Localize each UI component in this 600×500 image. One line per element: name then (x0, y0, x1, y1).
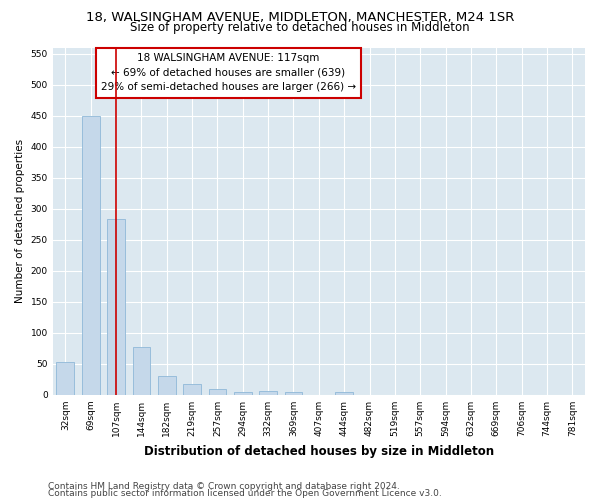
Bar (107, 220, 125, 395)
Bar (335, 392, 353, 395)
X-axis label: Distribution of detached houses by size in Middleton: Distribution of detached houses by size … (144, 444, 494, 458)
Bar (234, 392, 251, 395)
Bar (158, 376, 176, 395)
Bar (209, 388, 226, 395)
Bar (183, 384, 201, 395)
Bar (133, 346, 150, 395)
Bar (259, 391, 277, 395)
Y-axis label: Number of detached properties: Number of detached properties (15, 139, 25, 304)
Bar (82, 116, 100, 395)
Text: 18, WALSINGHAM AVENUE, MIDDLETON, MANCHESTER, M24 1SR: 18, WALSINGHAM AVENUE, MIDDLETON, MANCHE… (86, 11, 514, 24)
Text: Contains HM Land Registry data © Crown copyright and database right 2024.: Contains HM Land Registry data © Crown c… (48, 482, 400, 491)
Text: Size of property relative to detached houses in Middleton: Size of property relative to detached ho… (130, 22, 470, 35)
Bar (56, 362, 74, 395)
Text: Contains public sector information licensed under the Open Government Licence v3: Contains public sector information licen… (48, 490, 442, 498)
Text: 18 WALSINGHAM AVENUE: 117sqm
← 69% of detached houses are smaller (639)
29% of s: 18 WALSINGHAM AVENUE: 117sqm ← 69% of de… (101, 52, 356, 92)
Bar (284, 392, 302, 395)
